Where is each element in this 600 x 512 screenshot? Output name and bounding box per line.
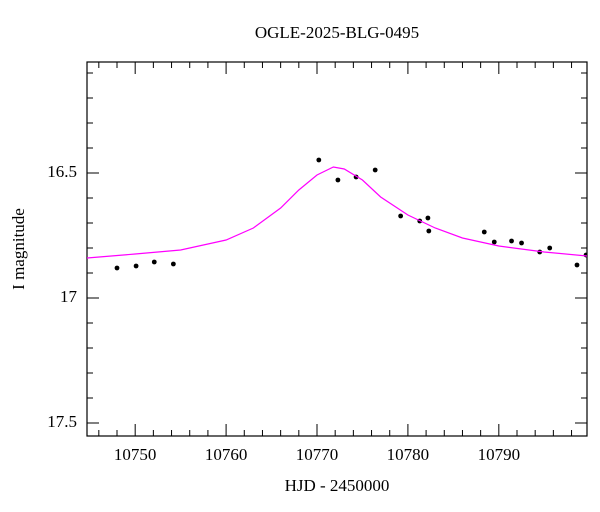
data-point bbox=[170, 261, 176, 267]
model-curve bbox=[87, 166, 587, 259]
y-tick-label: 17.5 bbox=[47, 412, 77, 431]
data-point bbox=[426, 228, 432, 234]
chart-title: OGLE-2025-BLG-0495 bbox=[255, 23, 419, 42]
plot-frame bbox=[86, 61, 588, 437]
x-tick-label: 10790 bbox=[478, 445, 521, 464]
data-point bbox=[335, 177, 341, 183]
x-tick-label: 10770 bbox=[296, 445, 339, 464]
x-tick-label: 10780 bbox=[387, 445, 430, 464]
data-point bbox=[151, 259, 157, 265]
data-point bbox=[509, 238, 514, 244]
data-point bbox=[114, 265, 120, 271]
x-tick-label: 10750 bbox=[114, 445, 157, 464]
data-point bbox=[481, 229, 487, 235]
y-axis-label: I magnitude bbox=[9, 208, 28, 290]
data-point bbox=[316, 157, 322, 163]
x-tick-label: 10760 bbox=[205, 445, 248, 464]
data-point bbox=[491, 239, 497, 245]
data-point bbox=[519, 240, 524, 246]
y-tick-label: 17 bbox=[60, 287, 78, 306]
data-point bbox=[372, 167, 378, 173]
data-point bbox=[133, 263, 139, 269]
data-point bbox=[583, 252, 587, 258]
data-point bbox=[425, 215, 431, 221]
data-point bbox=[398, 213, 404, 219]
data-point bbox=[574, 262, 580, 268]
x-axis-label: HJD - 2450000 bbox=[285, 476, 390, 495]
y-tick-label: 16.5 bbox=[47, 162, 77, 181]
data-point bbox=[547, 245, 553, 251]
